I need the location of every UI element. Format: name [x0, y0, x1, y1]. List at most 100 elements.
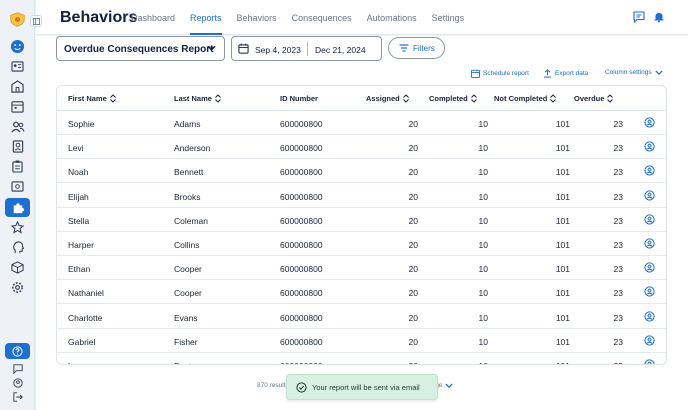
table-row[interactable]: Noah Bennett 600000800 20 10 101 23 [57, 159, 667, 184]
tab-reports[interactable]: Reports [190, 0, 222, 35]
overdue-cell: 23 [613, 312, 623, 323]
sidebar-item-cards[interactable] [9, 58, 26, 75]
column-header-first-name[interactable]: First Name [68, 94, 116, 103]
user-circle-icon [12, 377, 23, 388]
history-icon[interactable] [666, 190, 667, 201]
assigned-cell: 20 [408, 215, 418, 226]
sidebar-item-favorites[interactable] [9, 219, 26, 236]
sidebar-item-behaviors[interactable] [5, 198, 30, 217]
history-icon[interactable] [666, 359, 667, 365]
table-row[interactable]: Harper Collins 600000800 20 10 101 23 [57, 232, 666, 256]
column-header-id-number[interactable]: ID Number [280, 94, 318, 103]
start-date[interactable]: Sep 4, 2023 [255, 45, 301, 55]
report-select[interactable]: Overdue Consequences Report [56, 36, 225, 61]
column-settings-button[interactable]: Column settings [605, 69, 663, 76]
history-icon[interactable] [666, 335, 667, 346]
column-header-not-completed[interactable]: Not Completed [494, 94, 557, 103]
view-student-icon[interactable] [644, 286, 655, 297]
sidebar-item-clipboard[interactable] [9, 158, 26, 175]
table-row[interactable]: Logan Foster 600000800 20 10 101 23 [57, 353, 667, 365]
table-row[interactable]: Levi Anderson 600000800 20 10 101 23 [57, 135, 667, 160]
first-name-cell: Levi [68, 143, 84, 154]
assigned-cell: 20 [408, 264, 418, 275]
date-range-picker[interactable]: Sep 4, 2023 Dec 21, 2024 [231, 36, 382, 61]
sidebar-collapse-button[interactable] [30, 15, 42, 27]
last-name-cell: Foster [174, 361, 198, 364]
filters-button[interactable]: Filters [388, 37, 445, 59]
history-icon[interactable] [666, 238, 667, 249]
sidebar-item-dice[interactable] [9, 259, 26, 276]
view-student-icon[interactable] [644, 262, 655, 273]
not-completed-cell: 101 [555, 240, 570, 250]
history-icon[interactable] [666, 214, 667, 225]
view-student-icon[interactable] [644, 141, 655, 152]
view-student-icon[interactable] [644, 311, 655, 322]
history-icon[interactable] [666, 141, 667, 152]
end-date[interactable]: Dec 21, 2024 [315, 45, 366, 55]
sidebar-item-students[interactable] [9, 38, 26, 55]
id-number-cell: 600000800 [280, 312, 323, 323]
sidebar-item-chat[interactable] [9, 360, 26, 377]
table-row[interactable]: Elijah Brooks 600000800 20 10 101 23 [57, 184, 666, 208]
help-button[interactable] [5, 343, 30, 359]
sidebar-item-users[interactable] [9, 118, 26, 135]
sidebar-item-calendar[interactable] [9, 98, 26, 115]
sort-icon [470, 94, 477, 103]
filters-label: Filters [413, 44, 435, 53]
view-student-icon[interactable] [644, 238, 655, 249]
sidebar-item-badge[interactable] [9, 138, 26, 155]
view-student-icon[interactable] [644, 335, 655, 346]
tab-dashboard[interactable]: Dashboard [131, 13, 176, 23]
history-icon[interactable] [666, 311, 667, 322]
money-icon [11, 181, 24, 192]
column-settings-label: Column settings [605, 69, 652, 76]
view-student-icon[interactable] [644, 214, 655, 225]
column-header-assigned[interactable]: Assigned [366, 94, 409, 103]
not-completed-cell: 101 [555, 143, 570, 154]
table-row[interactable]: Sophie Adams 600000800 20 10 101 23 [57, 111, 666, 135]
column-header-completed[interactable]: Completed [429, 94, 477, 103]
history-icon[interactable] [666, 286, 667, 297]
not-completed-cell: 101 [555, 264, 570, 275]
calendar-icon [238, 43, 249, 54]
messages-icon[interactable] [633, 11, 645, 23]
bell-icon[interactable] [653, 11, 665, 23]
column-label: Last Name [174, 94, 212, 103]
table-row[interactable]: Ethan Cooper 600000800 20 10 101 23 [57, 256, 667, 281]
sidebar-item-payments[interactable] [9, 178, 26, 195]
tab-automations[interactable]: Automations [366, 13, 417, 23]
app-logo-icon[interactable] [9, 11, 26, 28]
table-row[interactable]: Stella Coleman 600000800 20 10 101 23 [57, 208, 666, 232]
first-name-cell: Elijah [68, 191, 89, 202]
history-icon[interactable] [666, 262, 667, 273]
puzzle-icon [13, 202, 24, 213]
schedule-report-button[interactable]: Schedule report [471, 69, 529, 78]
tab-consequences[interactable]: Consequences [291, 13, 352, 23]
table-row[interactable]: Nathaniel Cooper 600000800 20 10 101 23 [57, 280, 667, 305]
view-student-icon[interactable] [644, 165, 655, 176]
calendar-clock-icon [471, 69, 480, 78]
sidebar-item-account[interactable] [9, 374, 26, 391]
view-student-icon[interactable] [644, 190, 655, 201]
sidebar-item-logout[interactable] [9, 388, 26, 405]
column-header-last-name[interactable]: Last Name [174, 94, 221, 103]
history-icon[interactable] [666, 165, 667, 176]
export-data-button[interactable]: Export data [543, 69, 588, 78]
export-data-label: Export data [555, 70, 589, 77]
table-row[interactable]: Charlotte Evans 600000800 20 10 101 23 [57, 305, 666, 329]
sidebar-item-school[interactable] [9, 78, 26, 95]
sidebar-item-settings[interactable] [9, 279, 26, 296]
assigned-cell: 20 [378, 361, 418, 364]
history-icon[interactable] [666, 117, 667, 128]
view-student-icon[interactable] [644, 359, 655, 365]
tab-settings[interactable]: Settings [431, 13, 465, 23]
first-name-cell: Nathaniel [68, 288, 104, 299]
building-icon [11, 80, 24, 93]
table-row[interactable]: Gabriel Fisher 600000800 20 10 101 23 [57, 329, 666, 353]
column-header-overdue[interactable]: Overdue [574, 94, 614, 103]
tab-behaviors[interactable]: Behaviors [236, 13, 277, 23]
main-content: Overdue Consequences Report Sep 4, 2023 … [36, 36, 688, 410]
sidebar-item-health[interactable] [9, 239, 26, 256]
view-student-icon[interactable] [644, 117, 655, 128]
sidebar [0, 0, 42, 410]
